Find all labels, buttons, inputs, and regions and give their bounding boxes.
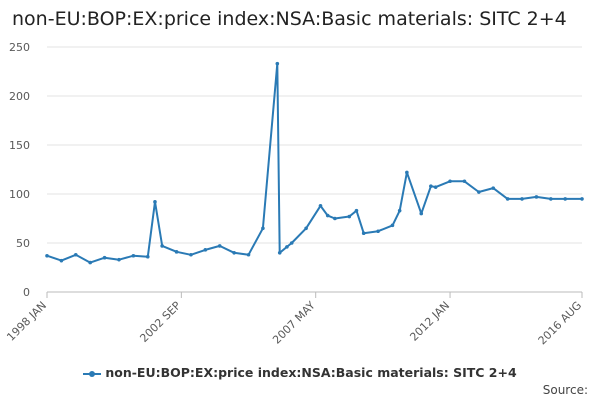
series-line [46, 62, 582, 264]
data-point [102, 255, 107, 260]
data-point [433, 185, 438, 189]
data-point [448, 179, 452, 184]
data-point [520, 197, 524, 201]
data-point [419, 211, 424, 216]
data-point [246, 252, 251, 257]
data-point [462, 179, 467, 184]
y-tick-label: 200 [9, 90, 30, 103]
x-tick-label: 2016 AUG [536, 299, 585, 348]
y-tick-label: 100 [9, 188, 30, 201]
data-point [88, 260, 92, 265]
data-point [376, 229, 380, 234]
x-tick-label: 2007 MAY [270, 299, 318, 347]
data-point [275, 61, 280, 66]
data-point [73, 252, 78, 257]
data-point [318, 203, 323, 208]
data-point [59, 258, 64, 263]
y-tick-label: 250 [9, 41, 30, 54]
y-axis-ticks: 0 50 100 150 200 250 [9, 41, 30, 299]
chart-title: non-EU:BOP:EX:price index:NSA:Basic mate… [12, 8, 567, 30]
data-point [333, 216, 337, 221]
data-point [304, 226, 308, 231]
data-point [563, 197, 568, 201]
data-point [160, 244, 164, 248]
legend-series-label: non-EU:BOP:EX:price index:NSA:Basic mate… [105, 365, 517, 380]
data-point [361, 231, 366, 235]
legend[interactable]: non-EU:BOP:EX:price index:NSA:Basic mate… [0, 365, 600, 380]
data-point [145, 254, 150, 259]
data-point [477, 190, 481, 194]
data-point [131, 253, 136, 258]
grid-lines [47, 46, 582, 244]
series-group [45, 61, 584, 265]
data-point [289, 241, 294, 245]
data-point [285, 245, 289, 249]
data-point [549, 197, 553, 201]
data-point [217, 244, 222, 248]
data-point [325, 213, 330, 218]
data-point [534, 195, 539, 199]
data-point [277, 251, 282, 255]
data-point [405, 170, 409, 175]
source-label: Source: [542, 383, 588, 397]
y-tick-label: 50 [16, 237, 30, 250]
data-point [45, 253, 49, 258]
x-tick-label: 1998 JAN [4, 299, 49, 344]
data-point [232, 251, 236, 255]
data-point [189, 252, 193, 257]
data-point [397, 208, 402, 213]
y-tick-label: 0 [23, 286, 30, 299]
data-point [429, 184, 433, 188]
data-point [174, 250, 179, 254]
data-point [580, 197, 584, 201]
data-point [354, 208, 359, 213]
data-point [261, 226, 265, 231]
data-point [491, 186, 496, 190]
x-axis: 1998 JAN 2002 SEP 2007 MAY 2012 JAN 2016 AUG [4, 291, 585, 348]
data-point [203, 248, 208, 252]
data-point [390, 223, 395, 228]
data-point [347, 214, 352, 219]
x-tick-label: 2002 SEP [137, 299, 183, 345]
y-tick-label: 150 [9, 139, 30, 152]
data-point [505, 197, 510, 201]
x-tick-label: 2012 JAN [407, 299, 452, 344]
legend-series-marker [83, 369, 102, 379]
data-point [117, 257, 121, 262]
data-point [153, 200, 157, 204]
